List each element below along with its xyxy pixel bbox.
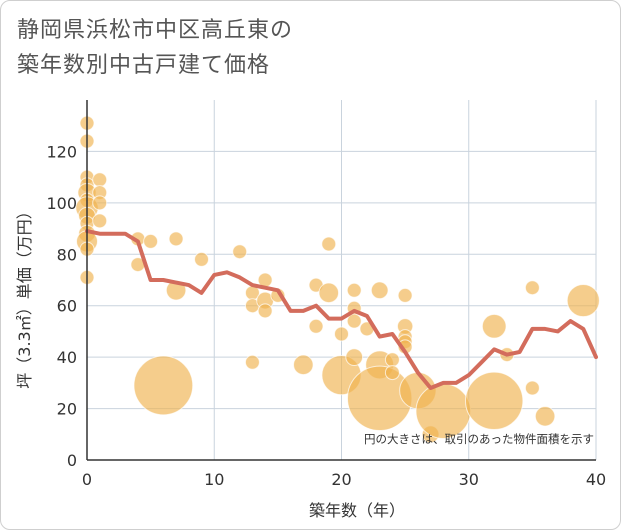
- y-axis-label: 坪（3.3㎡）単価（万円）: [15, 203, 34, 388]
- bubble-point: [92, 172, 108, 188]
- bubble-point: [384, 352, 400, 368]
- x-axis-label: 築年数（年）: [309, 501, 405, 520]
- bubble-point: [524, 380, 540, 396]
- y-tick-label: 60: [57, 297, 77, 316]
- bubble-point: [92, 195, 108, 211]
- y-tick-label: 0: [67, 451, 77, 470]
- bubble-point: [524, 280, 540, 296]
- bubble-point: [143, 233, 159, 249]
- bubble-point: [481, 313, 507, 339]
- bubble-point: [334, 326, 349, 342]
- bubble-size-note: 円の大きさは、取引のあった物件面積を示す: [364, 432, 594, 446]
- x-tick-label: 40: [586, 470, 606, 489]
- bubble-point: [318, 282, 340, 304]
- bubble-point: [257, 303, 273, 319]
- bubble-point: [232, 244, 248, 260]
- average-line: [85, 229, 598, 390]
- title-line-1: 静岡県浜松市中区高丘東の: [17, 18, 294, 43]
- bubble-point: [415, 383, 472, 439]
- bubble-point: [346, 313, 362, 329]
- x-tick-label: 30: [459, 470, 479, 489]
- y-tick-labels: 0 20 40 60 80 100 120: [46, 142, 77, 470]
- x-tick-label: 0: [82, 470, 92, 489]
- bubble-point: [92, 213, 108, 229]
- bubble-point: [384, 365, 400, 381]
- bubble-point: [534, 405, 556, 427]
- title-line-2: 築年数別中古戸建て価格: [17, 53, 271, 78]
- bubble-point: [370, 281, 389, 300]
- bubble-point: [346, 282, 362, 298]
- y-tick-label: 80: [57, 245, 77, 264]
- chart-title: 静岡県浜松市中区高丘東の 築年数別中古戸建て価格: [17, 13, 293, 83]
- x-tick-labels: 0 10 20 30 40: [82, 470, 606, 489]
- y-tick-label: 100: [46, 194, 77, 213]
- bubble-point: [345, 348, 364, 367]
- bubble-point: [308, 318, 324, 334]
- bubble-point: [321, 236, 337, 252]
- bubble-point: [194, 251, 210, 267]
- y-tick-label: 20: [57, 400, 77, 419]
- x-tick-label: 10: [204, 470, 224, 489]
- bubble-point: [168, 231, 184, 247]
- y-tick-label: 120: [46, 142, 77, 161]
- bubble-point: [133, 355, 194, 416]
- grid: [87, 100, 597, 460]
- x-tick-label: 20: [331, 470, 351, 489]
- y-tick-label: 40: [57, 348, 77, 367]
- bubble-point: [244, 354, 260, 370]
- bubble-point: [397, 287, 413, 303]
- bubble-point: [293, 354, 314, 376]
- bubble-point: [465, 371, 524, 431]
- bubble-point: [566, 283, 600, 318]
